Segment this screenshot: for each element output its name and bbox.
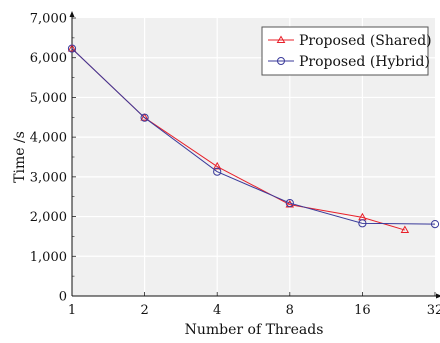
legend-label-shared: Proposed (Shared) [299,33,432,49]
y-tick-label: 5,000 [30,91,67,106]
y-tick-label: 7,000 [30,12,67,27]
x-tick-label: 4 [213,303,221,318]
x-tick-label: 1 [68,303,76,318]
x-axis-arrow [436,294,440,299]
y-axis-arrow [70,11,75,17]
y-tick-label: 4,000 [30,131,67,146]
y-tick-label: 2,000 [30,210,67,225]
y-axis-title: Time /s [12,131,28,183]
legend-label-hybrid: Proposed (Hybrid) [299,54,430,70]
y-tick-label: 3,000 [30,170,67,185]
x-axis-title: Number of Threads [185,322,324,338]
x-tick-label: 8 [286,303,294,318]
y-tick-label: 6,000 [30,51,67,66]
x-tick-label: 2 [140,303,148,318]
x-tick-label: 16 [354,303,371,318]
legend: Proposed (Shared) Proposed (Hybrid) [262,27,432,75]
y-tick-label: 1,000 [30,250,67,265]
x-tick-label: 32 [427,303,440,318]
y-tick-label: 0 [59,290,67,305]
